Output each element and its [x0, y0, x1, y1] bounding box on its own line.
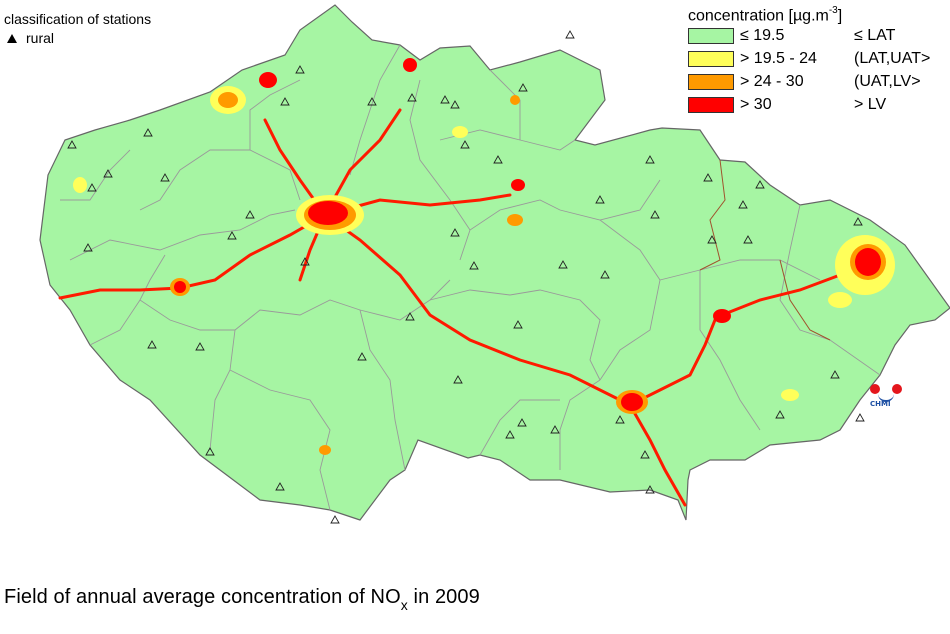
- station-triangle: [853, 217, 863, 226]
- legend-swatch-3: [688, 73, 734, 90]
- station-triangle: [83, 243, 93, 252]
- station-triangle: [550, 425, 560, 434]
- station-triangle: [513, 320, 523, 329]
- hotspot-olomouc: [713, 309, 731, 323]
- station-triangle: [595, 195, 605, 204]
- station-triangle: [295, 65, 305, 74]
- station-triangle: [280, 97, 290, 106]
- station-triangle: [518, 83, 528, 92]
- station-triangle: [147, 340, 157, 349]
- station-triangle: [460, 140, 470, 149]
- station-triangle: [469, 261, 479, 270]
- legend-swatch-4: [688, 96, 734, 113]
- legend-title-main: concentration [µg.m: [688, 7, 829, 25]
- station-triangle: [565, 30, 575, 39]
- legend-row-1: ≤ 19.5 ≤ LAT: [688, 24, 950, 47]
- station-triangle: [707, 235, 717, 244]
- station-legend: classification of stations rural: [4, 10, 151, 48]
- legend-title-sup: -3: [828, 5, 838, 16]
- station-triangle: [367, 97, 377, 106]
- station-triangle: [450, 100, 460, 109]
- legend-title-tail: ]: [837, 7, 843, 25]
- pollution-hotspots: [73, 58, 895, 455]
- station-triangle: [143, 128, 153, 137]
- logo-circle-left: [870, 384, 880, 394]
- station-triangle: [517, 418, 527, 427]
- station-triangle: [615, 415, 625, 424]
- legend-row-4: > 30 > LV: [688, 93, 950, 116]
- station-triangle: [357, 352, 367, 361]
- caption-sub: x: [400, 597, 408, 613]
- legend-row-3: > 24 - 30 (UAT,LV>: [688, 70, 950, 93]
- station-triangle: [300, 257, 310, 266]
- map-caption: Field of annual average concentration of…: [4, 586, 480, 613]
- legend-code-3: (UAT,LV>: [854, 72, 921, 90]
- legend-swatch-1: [688, 27, 734, 44]
- station-triangle: [755, 180, 765, 189]
- station-triangle: [205, 447, 215, 456]
- legend-range-4: > 30: [740, 95, 772, 113]
- station-triangle: [855, 413, 865, 422]
- station-triangle: [330, 515, 340, 524]
- legend-code-1: ≤ LAT: [854, 26, 896, 44]
- station-legend-title: classification of stations: [4, 11, 152, 27]
- logo-text: CHMI: [870, 400, 891, 408]
- caption-main: Field of annual average concentration of…: [4, 586, 401, 608]
- station-triangle: [738, 200, 748, 209]
- caption-tail: in 2009: [407, 586, 480, 608]
- station-triangle: [830, 370, 840, 379]
- station-triangle: [558, 260, 568, 269]
- station-triangle: [195, 342, 205, 351]
- station-triangle: [493, 155, 503, 164]
- station-triangle: [407, 93, 417, 102]
- station-triangle: [645, 485, 655, 494]
- logo-wave: [878, 394, 894, 402]
- legend-row-2: > 19.5 - 24 (LAT,UAT>: [688, 47, 950, 70]
- station-triangle: [87, 183, 97, 192]
- concentration-legend-title: concentration [µg.m-3]: [688, 2, 950, 24]
- station-triangle: [743, 235, 753, 244]
- station-legend-item-rural: rural: [4, 29, 151, 48]
- station-triangle: [440, 95, 450, 104]
- legend-swatch-2: [688, 50, 734, 67]
- legend-range-1: ≤ 19.5: [740, 26, 785, 44]
- triangle-icon: [7, 34, 17, 43]
- station-triangle: [600, 270, 610, 279]
- station-triangle: [450, 228, 460, 237]
- station-triangle: [67, 140, 77, 149]
- station-triangle: [775, 410, 785, 419]
- legend-range-3: > 24 - 30: [740, 72, 804, 90]
- station-triangle: [227, 231, 237, 240]
- station-triangle: [453, 375, 463, 384]
- station-triangle: [650, 210, 660, 219]
- station-triangle: [103, 169, 113, 178]
- legend-range-2: > 19.5 - 24: [740, 49, 817, 67]
- station-legend-label: rural: [26, 30, 55, 46]
- logo-circle-right: [892, 384, 902, 394]
- station-triangle: [245, 210, 255, 219]
- region-borders-brown: [699, 159, 831, 341]
- station-triangle: [640, 450, 650, 459]
- legend-code-2: (LAT,UAT>: [854, 49, 931, 67]
- station-triangle: [405, 312, 415, 321]
- station-triangle: [505, 430, 515, 439]
- station-markers: [67, 30, 865, 524]
- station-triangle: [275, 482, 285, 491]
- station-triangle: [160, 173, 170, 182]
- legend-code-4: > LV: [854, 95, 887, 113]
- concentration-legend: concentration [µg.m-3] ≤ 19.5 ≤ LAT > 19…: [688, 2, 950, 116]
- country-shape: [39, 4, 950, 521]
- station-triangle: [645, 155, 655, 164]
- chmi-logo: CHMI: [866, 382, 906, 412]
- station-triangle: [703, 173, 713, 182]
